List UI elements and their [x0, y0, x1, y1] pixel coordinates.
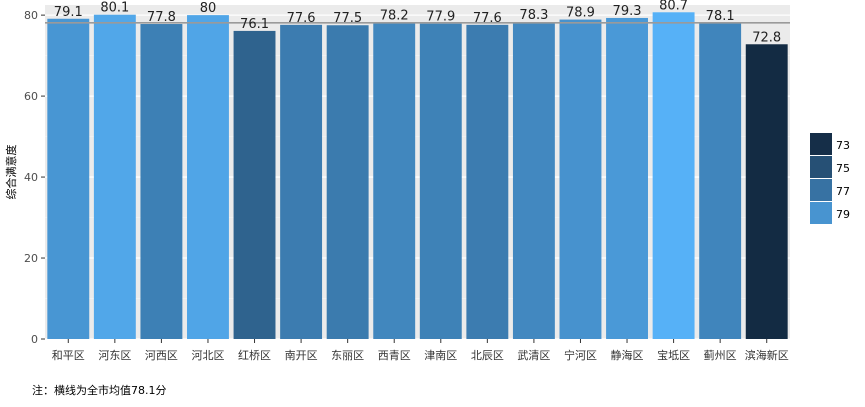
bar-value-label: 77.6 — [287, 11, 316, 26]
bar — [233, 30, 276, 339]
x-tick-label: 河东区 — [98, 349, 131, 362]
x-tick-label: 蓟州区 — [704, 349, 737, 362]
bar-value-label: 79.3 — [613, 4, 642, 19]
x-axis: 和平区 河东区 河西区 河北区 红桥区 南开区 东丽区 西青区 津南区 北辰区 武清区 宁河区 静海区宝… — [52, 339, 789, 362]
bar — [699, 22, 742, 340]
x-tick-label: 静海区 — [611, 348, 644, 362]
x-tick-label: 西青区 — [378, 349, 411, 362]
bar-value-label: 78.3 — [519, 8, 548, 23]
bar-value-label: 79.1 — [54, 5, 83, 20]
x-tick-label: 河北区 — [191, 349, 224, 362]
y-tick-label: 80 — [24, 9, 38, 22]
bar — [652, 12, 695, 340]
legend-label: 75 — [836, 162, 850, 175]
x-tick-label: 红桥区 — [238, 349, 271, 362]
bar — [280, 24, 323, 339]
bar-value-label: 78.1 — [706, 9, 735, 24]
bar-value-label: 78.9 — [566, 6, 595, 21]
y-axis-label: 综合满意度 — [4, 145, 18, 200]
x-tick-label: 和平区 — [52, 349, 85, 362]
bar — [745, 44, 788, 340]
bars — [47, 12, 788, 340]
bar-value-label: 72.8 — [752, 30, 781, 45]
legend-label: 79 — [836, 208, 850, 221]
bar-value-label: 80.7 — [659, 0, 688, 13]
y-tick-label: 60 — [24, 90, 38, 103]
bar — [606, 17, 648, 340]
x-tick-label: 武清区 — [517, 349, 550, 362]
bar-value-label: 77.5 — [333, 11, 362, 26]
bar-value-label: 77.8 — [147, 10, 176, 25]
legend: 73 75 77 79 — [810, 133, 850, 224]
bar — [47, 18, 90, 339]
bar-value-label: 78.2 — [380, 8, 409, 23]
y-tick-label: 0 — [31, 333, 38, 346]
x-tick-label: 东丽区 — [331, 349, 364, 362]
legend-key — [810, 156, 832, 178]
y-tick-label: 40 — [24, 171, 38, 184]
footnote: 注：横线为全市均值78.1分 — [32, 384, 167, 397]
bar-value-label: 76.1 — [240, 17, 269, 32]
legend-key — [810, 202, 832, 224]
bar-value-label: 77.6 — [473, 11, 502, 26]
x-tick-label: 津南区 — [424, 349, 457, 362]
bar — [419, 23, 462, 340]
bar — [466, 24, 509, 339]
y-axis: 0 20 40 60 80 — [24, 9, 45, 346]
legend-label: 73 — [836, 139, 850, 152]
x-tick-label: 河西区 — [145, 349, 178, 362]
bar — [373, 22, 416, 340]
bar — [326, 25, 369, 339]
y-tick-label: 20 — [24, 252, 38, 265]
bar-value-label: 80.1 — [100, 1, 129, 16]
legend-label: 77 — [836, 185, 850, 198]
x-tick-label: 宝坻区 — [657, 348, 690, 362]
bar — [140, 24, 183, 339]
bar — [512, 22, 555, 340]
x-tick-label: 南开区 — [285, 349, 318, 362]
bar-value-labels: 79.1 80.1 77.8 80 76.1 77.6 77.5 78.2 77.9 77.6 78… — [54, 0, 781, 45]
bar-value-label: 80 — [200, 1, 217, 16]
x-tick-label: 宁河区 — [564, 348, 597, 362]
legend-key — [810, 179, 832, 201]
x-tick-label: 北辰区 — [471, 349, 504, 362]
bar — [187, 15, 229, 339]
bar — [93, 14, 136, 339]
bar-value-label: 77.9 — [426, 10, 455, 25]
bar — [559, 19, 602, 339]
legend-key — [810, 133, 832, 155]
x-tick-label: 滨海新区 — [745, 348, 789, 362]
